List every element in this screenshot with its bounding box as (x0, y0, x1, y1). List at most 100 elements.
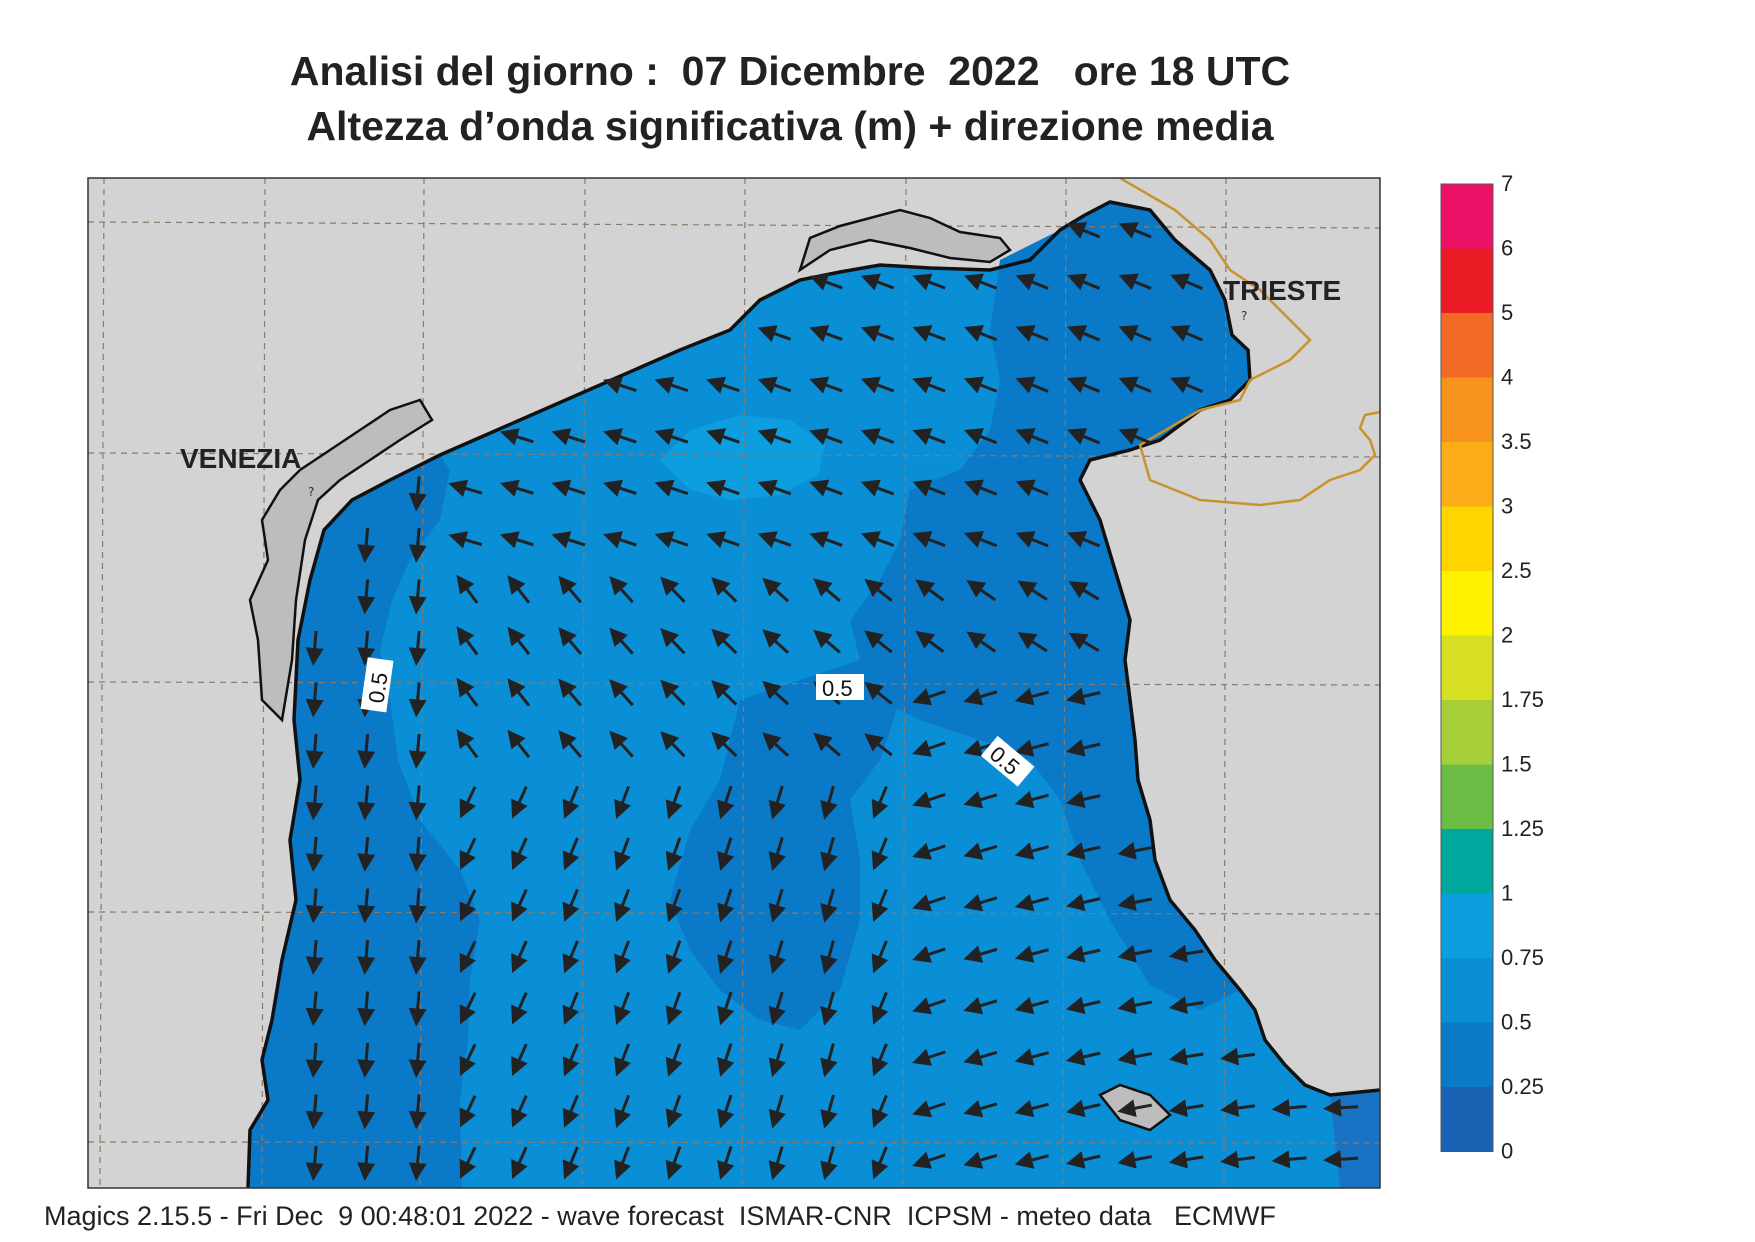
wave-arrow (609, 730, 634, 758)
wave-arrow (963, 688, 998, 706)
wave-arrow (757, 531, 792, 549)
wave-arrow (609, 576, 634, 604)
wave-arrow (711, 680, 738, 706)
wave-arrow (1015, 479, 1049, 497)
wave-arrow (768, 1094, 786, 1129)
wave-arrow (915, 579, 945, 602)
wave-arrow (562, 1043, 580, 1077)
wave-arrow (1067, 376, 1101, 394)
legend-band-0.25-0.5 (1441, 1022, 1493, 1087)
wave-arrow (1014, 842, 1049, 860)
wave-arrow (1014, 739, 1049, 757)
wave-arrow (964, 531, 998, 548)
legend-tick-label: 7 (1501, 171, 1513, 196)
wave-arrow (717, 785, 735, 820)
wave-arrow (654, 428, 689, 446)
wave-arrow (711, 628, 738, 655)
wave-arrow (305, 939, 324, 975)
wave-arrow (357, 939, 376, 975)
wave-arrow (1170, 376, 1204, 394)
wave-arrow (562, 1146, 580, 1180)
wave-arrow (963, 842, 998, 860)
wave-arrow (511, 786, 528, 819)
wave-arrow (768, 888, 786, 923)
wave-arrow (1066, 893, 1101, 912)
wave-arrow (551, 479, 586, 497)
wave-arrow (1117, 841, 1153, 860)
wave-arrow (912, 325, 946, 342)
legend-tick-label: 3 (1501, 494, 1513, 519)
wave-arrow (964, 325, 998, 342)
wave-arrow (963, 1151, 998, 1169)
wave-arrow (963, 1100, 998, 1118)
wave-arrow (912, 894, 946, 912)
wave-arrow (768, 837, 786, 872)
wave-arrow (1220, 1150, 1256, 1169)
wave-arrow (305, 682, 324, 718)
wave-arrow (871, 940, 889, 974)
wave-arrow (1117, 1150, 1153, 1169)
wave-arrow (408, 579, 427, 615)
wave-arrow (408, 785, 427, 821)
wave-arrow (1066, 739, 1101, 757)
wave-arrow (558, 627, 583, 655)
wave-arrow (871, 991, 889, 1025)
wave-arrow (717, 1146, 735, 1180)
legend-band-0.5-0.75 (1441, 958, 1493, 1023)
wave-arrow (912, 428, 946, 445)
wave-arrow (499, 531, 534, 549)
wave-arrow (912, 688, 946, 706)
wave-arrow (813, 578, 841, 603)
wave-arrow (357, 1042, 376, 1078)
wave-arrow (912, 273, 946, 291)
wave-arrow (820, 1094, 838, 1129)
sea-band-center (670, 660, 900, 1030)
wave-arrow (562, 991, 580, 1025)
legend-frame (1440, 183, 1494, 1152)
wave-arrow (357, 630, 376, 666)
wave-arrow (1015, 273, 1049, 291)
wave-arrow (609, 679, 634, 707)
wave-arrow (408, 682, 427, 718)
wave-arrow (809, 273, 843, 291)
wave-arrow (1014, 1151, 1049, 1169)
wave-arrow (305, 836, 324, 872)
wave-arrow (1118, 273, 1152, 291)
wave-arrow (1168, 996, 1204, 1015)
legend-tick-label: 0.25 (1501, 1074, 1544, 1099)
svg-text:0.5: 0.5 (822, 676, 853, 701)
sea-band-east (850, 202, 1250, 1010)
wave-arrow (1066, 1099, 1101, 1118)
legend-tick-label: 1.5 (1501, 752, 1532, 777)
wave-arrow (459, 1043, 477, 1076)
wave-arrow (768, 785, 786, 820)
wave-arrow (562, 1094, 580, 1128)
wave-arrow (864, 681, 893, 705)
wave-arrow (1168, 1150, 1204, 1169)
wave-arrow (757, 325, 792, 343)
wave-arrow (717, 1094, 735, 1129)
wave-arrow (459, 1146, 477, 1179)
wave-arrow (603, 428, 637, 446)
wave-arrow (1017, 632, 1048, 653)
wave-arrow (408, 1145, 427, 1181)
wave-arrow (813, 629, 841, 654)
wave-arrow (603, 531, 637, 549)
sea-band-southeast (1330, 1090, 1380, 1188)
wave-arrow (912, 479, 946, 497)
sea-band-west (248, 455, 480, 1188)
legend-tick-label: 2.5 (1501, 558, 1532, 583)
wave-arrow (614, 1146, 631, 1180)
legend-band-3-3.5 (1441, 442, 1493, 507)
wave-arrow (871, 1043, 889, 1077)
wave-arrow (305, 1042, 324, 1078)
wave-arrow (912, 945, 946, 963)
legend-band-3.5-4 (1441, 377, 1493, 442)
wave-arrow (912, 1048, 946, 1066)
legend-tick-label: 1.75 (1501, 687, 1544, 712)
wave-arrow (1066, 790, 1101, 809)
wave-arrow (408, 991, 427, 1027)
wave-arrow (609, 627, 634, 655)
wave-arrow (1323, 1150, 1359, 1169)
